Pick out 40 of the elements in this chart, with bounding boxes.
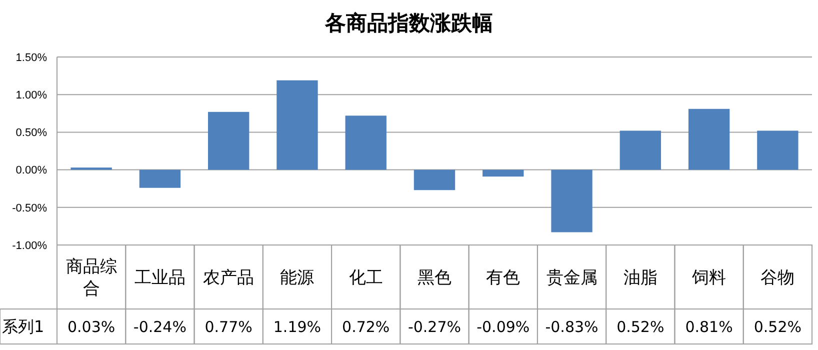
text: 系列1: [2, 317, 44, 336]
x-tick-label: 化工: [348, 268, 383, 288]
data-label: -0.09%: [476, 318, 530, 336]
bar: [757, 130, 798, 170]
y-tick-label: -0.50%: [12, 202, 48, 214]
bar: [688, 108, 730, 170]
data-label: -0.27%: [408, 318, 462, 336]
data-label: -0.83%: [545, 318, 598, 336]
x-tick-label: 油脂: [623, 268, 658, 288]
x-tick-label: 黑色: [418, 268, 452, 288]
bar: [620, 130, 661, 170]
data-label: -0.24%: [133, 318, 186, 336]
x-tick-label: 商品综合: [66, 256, 117, 299]
x-tick-label: 有色: [486, 268, 520, 288]
data-label: 0.52%: [754, 318, 802, 336]
y-tick-label: 1.50%: [16, 52, 48, 64]
x-tick-label: 饲料: [691, 268, 726, 288]
bar: [482, 170, 524, 177]
bar: [208, 112, 250, 170]
bar: [276, 80, 318, 170]
data-label: 0.81%: [685, 318, 733, 336]
bar: [345, 116, 386, 170]
y-tick-label: -1.00%: [12, 240, 48, 252]
x-tick-label: 能源: [280, 268, 314, 288]
data-label: 0.77%: [204, 318, 252, 336]
bar: [551, 170, 592, 232]
data-label: 1.19%: [273, 318, 322, 336]
x-tick-label: 贵金属: [546, 268, 598, 288]
x-tick-label: 工业品: [134, 268, 186, 288]
y-tick-label: 0.50%: [16, 127, 48, 140]
data-label: 0.03%: [67, 318, 116, 336]
data-label: 0.72%: [342, 318, 390, 336]
data-label: 0.52%: [616, 318, 664, 336]
x-tick-label: 农产品: [203, 268, 254, 288]
y-tick-label: 0.00%: [16, 164, 48, 177]
chart-title: 各商品指数涨跌幅: [324, 11, 493, 35]
y-tick-label: 1.00%: [16, 89, 48, 102]
bar: [414, 170, 456, 190]
bar: [139, 170, 181, 188]
x-tick-label: 谷物: [760, 268, 795, 288]
